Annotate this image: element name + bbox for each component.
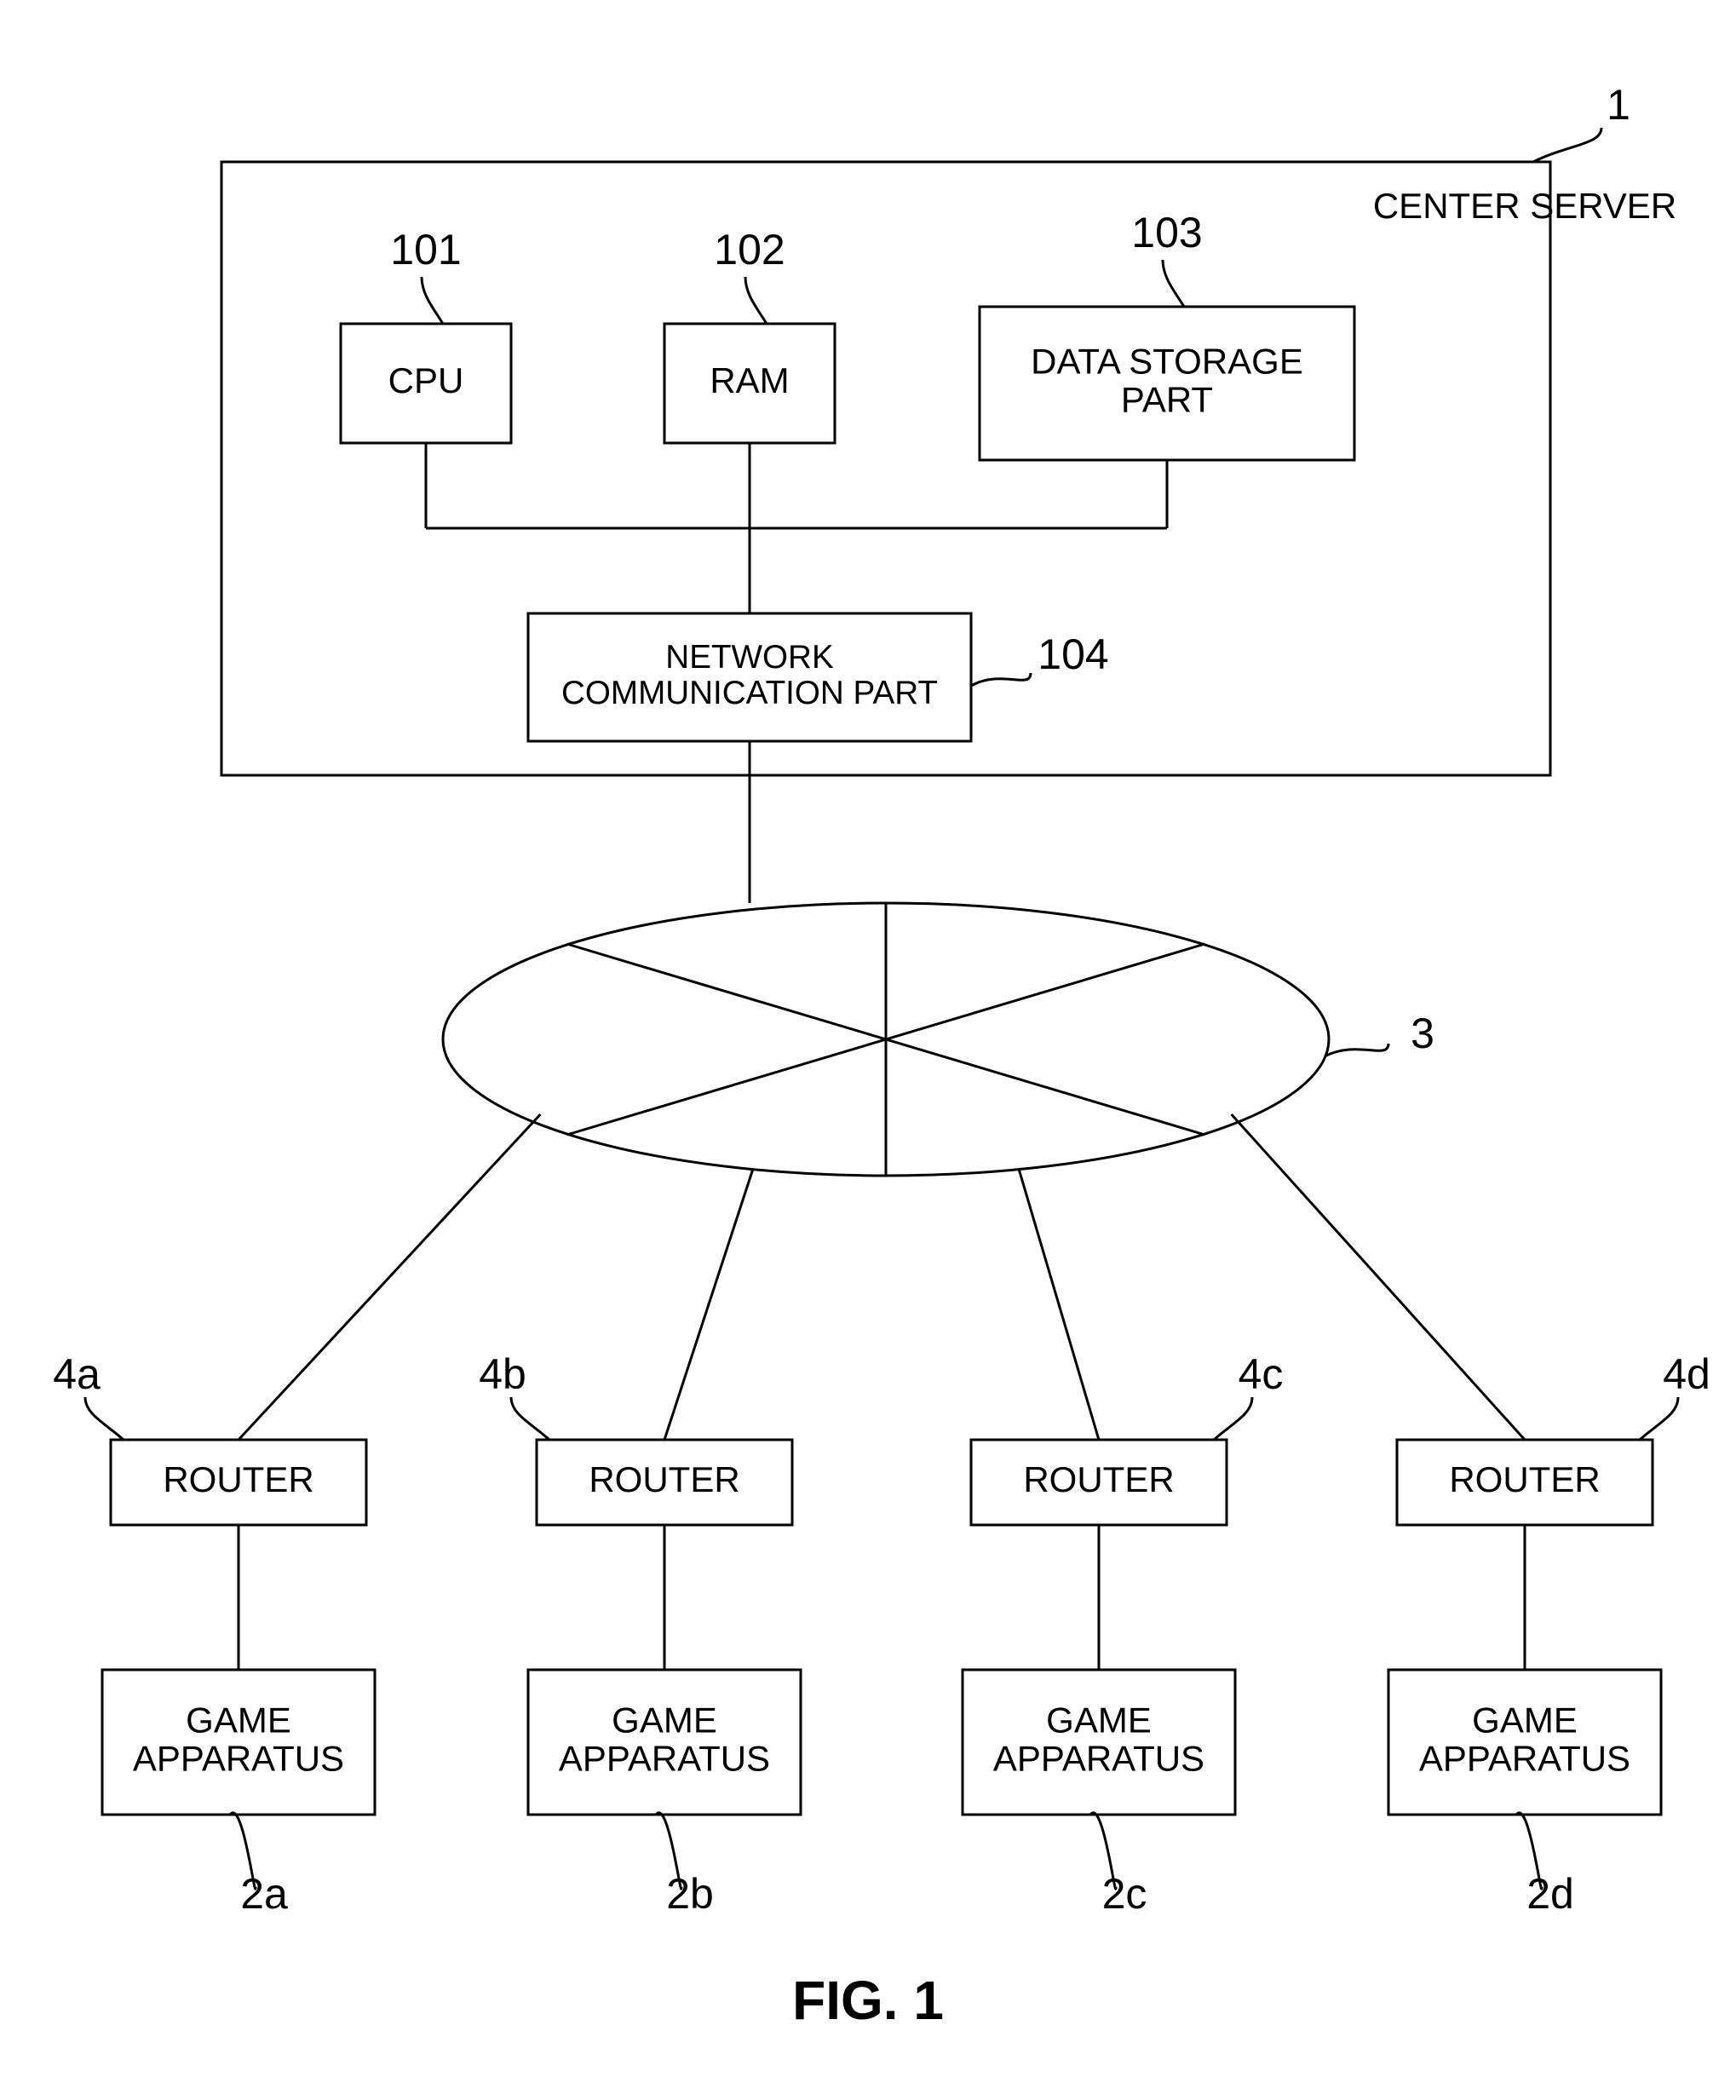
game-ref-1: 2b [666, 1870, 714, 1918]
game-ref-3: 2d [1526, 1870, 1574, 1918]
network-ref-leader [1325, 1044, 1388, 1056]
center-server-ref-leader [1533, 128, 1601, 162]
router-ref-leader-3 [1640, 1397, 1678, 1440]
router-label-0: ROUTER [163, 1459, 313, 1499]
cpu-ref: 101 [390, 226, 461, 273]
cpu-label: CPU [388, 360, 464, 400]
router-ref-leader-0 [85, 1397, 124, 1440]
game-ref-2: 2c [1102, 1870, 1147, 1918]
center-server-ref: 1 [1607, 81, 1630, 129]
router-ref-2: 4c [1239, 1350, 1284, 1398]
network-part-ref: 104 [1038, 630, 1108, 678]
data-storage-ref: 103 [1131, 209, 1202, 256]
ram-label: RAM [710, 360, 789, 400]
router-ref-leader-2 [1214, 1397, 1252, 1440]
router-ref-3: 4d [1663, 1350, 1710, 1398]
router-ref-1: 4b [479, 1350, 526, 1398]
net-to-router-1 [664, 1169, 753, 1440]
figure-label: FIG. 1 [792, 1970, 944, 2031]
router-ref-leader-1 [511, 1397, 549, 1440]
router-ref-0: 4a [53, 1350, 101, 1398]
ram-ref: 102 [714, 226, 785, 273]
router-label-2: ROUTER [1023, 1459, 1174, 1499]
game-ref-0: 2a [240, 1870, 288, 1918]
router-label-1: ROUTER [589, 1459, 739, 1499]
center-server-title: CENTER SERVER [1373, 186, 1676, 226]
net-to-router-2 [1019, 1169, 1099, 1440]
router-label-3: ROUTER [1449, 1459, 1600, 1499]
network-ref: 3 [1411, 1010, 1434, 1057]
